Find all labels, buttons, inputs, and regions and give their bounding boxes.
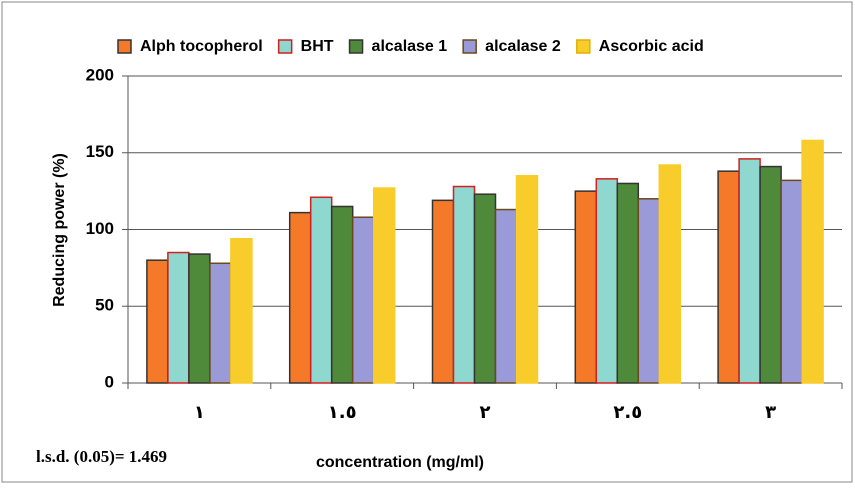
- y-tick-label: 0: [105, 372, 114, 391]
- legend-swatch: [348, 39, 364, 54]
- legend-label: alcalase 2: [485, 38, 561, 55]
- bar: [209, 262, 232, 384]
- x-tick-label: ٢: [480, 402, 491, 423]
- bar: [309, 196, 333, 384]
- bar: [351, 216, 375, 384]
- legend-label: Ascorbic acid: [599, 38, 704, 55]
- bar: [616, 182, 640, 384]
- bar: [717, 170, 740, 384]
- bar: [658, 164, 682, 384]
- bar: [494, 208, 518, 384]
- bar: [801, 139, 824, 384]
- bar: [515, 175, 539, 384]
- bar: [452, 185, 476, 384]
- legend-label: Alph tocopherol: [140, 38, 263, 55]
- bar: [146, 259, 169, 384]
- bar: [473, 193, 497, 384]
- bar: [372, 187, 396, 384]
- y-tick-label: 50: [95, 296, 114, 315]
- bar: [431, 199, 455, 384]
- legend-swatch: [462, 39, 477, 54]
- annotation: l.s.d. (0.05)= 1.469: [36, 447, 167, 466]
- bar: [167, 251, 190, 384]
- legend-swatch: [117, 39, 132, 54]
- bar: [637, 198, 661, 384]
- legend-label: alcalase 1: [372, 38, 448, 55]
- legend-swatch: [277, 39, 293, 54]
- bar: [595, 178, 619, 384]
- y-axis-label: Reducing power (%): [51, 153, 68, 307]
- legend-swatch: [576, 39, 591, 54]
- y-tick-label: 100: [86, 219, 114, 238]
- x-tick-label: ٢.٥: [613, 402, 642, 423]
- x-tick-label: ١: [194, 402, 205, 423]
- legend-label: BHT: [301, 38, 334, 55]
- bar: [780, 179, 803, 384]
- y-tick-label: 150: [86, 142, 114, 161]
- bar: [330, 205, 354, 384]
- x-tick-label: ٣: [765, 402, 776, 423]
- bar: [188, 253, 211, 384]
- x-tick-label: ١.٥: [328, 402, 357, 423]
- bar: [288, 211, 312, 384]
- bar: [738, 158, 761, 384]
- x-axis-label: concentration (mg/ml): [316, 454, 484, 471]
- y-tick-label: 200: [86, 65, 114, 84]
- bar: [759, 165, 782, 384]
- bar: [574, 190, 598, 384]
- bar: [230, 237, 253, 384]
